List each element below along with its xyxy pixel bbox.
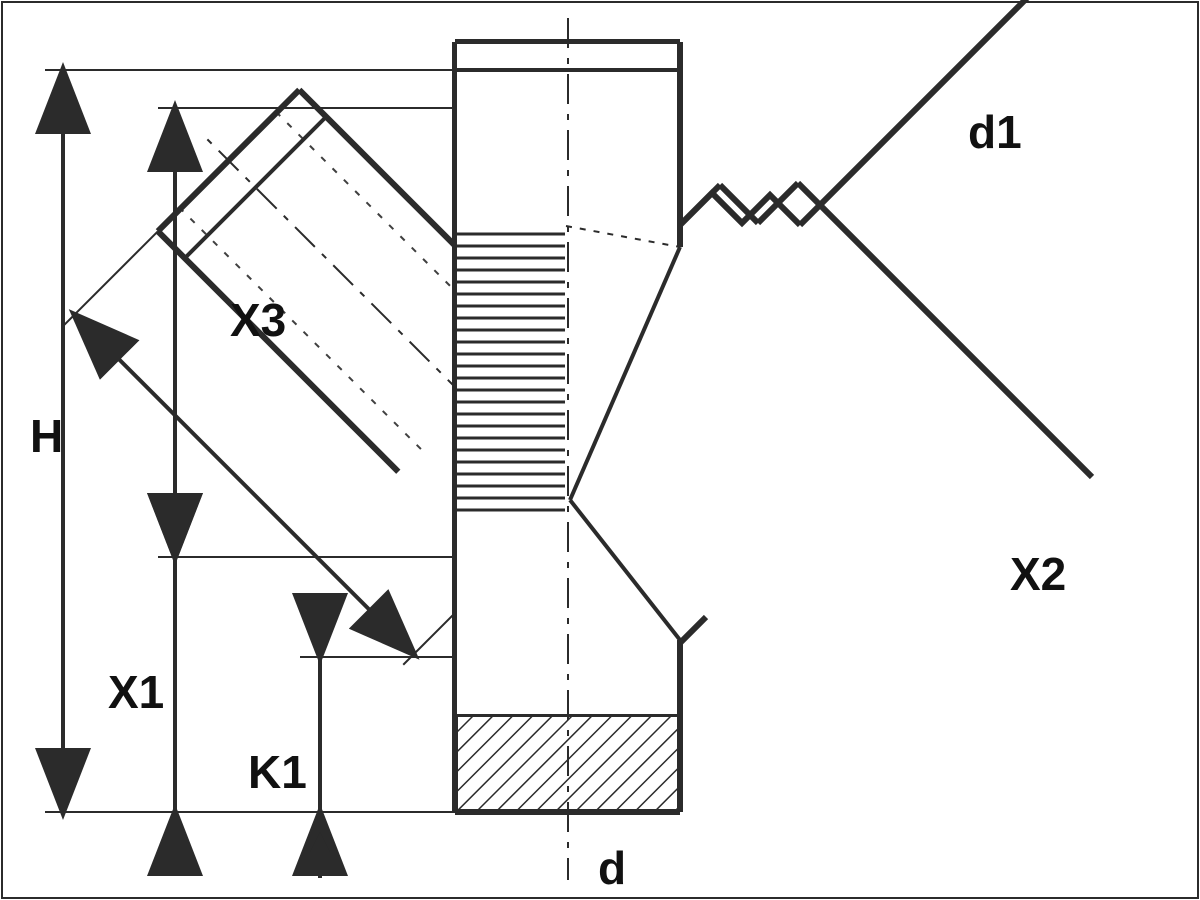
pipe-fitting-diagram: H X3 X1 K1 d d1 X2 xyxy=(0,0,1200,900)
dim-X2-line xyxy=(74,315,413,654)
label-K1: K1 xyxy=(248,746,307,798)
label-X1: X1 xyxy=(108,666,164,718)
label-d: d xyxy=(598,842,626,894)
label-X3: X3 xyxy=(230,294,286,346)
label-H: H xyxy=(30,410,63,462)
thread-region-top xyxy=(457,226,565,520)
label-X2: X2 xyxy=(1010,548,1066,600)
label-d1: d1 xyxy=(968,106,1022,158)
